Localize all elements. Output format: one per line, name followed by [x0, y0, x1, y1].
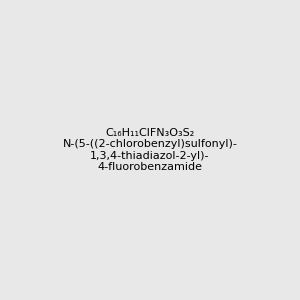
Text: C₁₆H₁₁ClFN₃O₃S₂
N-(5-((2-chlorobenzyl)sulfonyl)-
1,3,4-thiadiazol-2-yl)-
4-fluor: C₁₆H₁₁ClFN₃O₃S₂ N-(5-((2-chlorobenzyl)su…	[63, 128, 237, 172]
